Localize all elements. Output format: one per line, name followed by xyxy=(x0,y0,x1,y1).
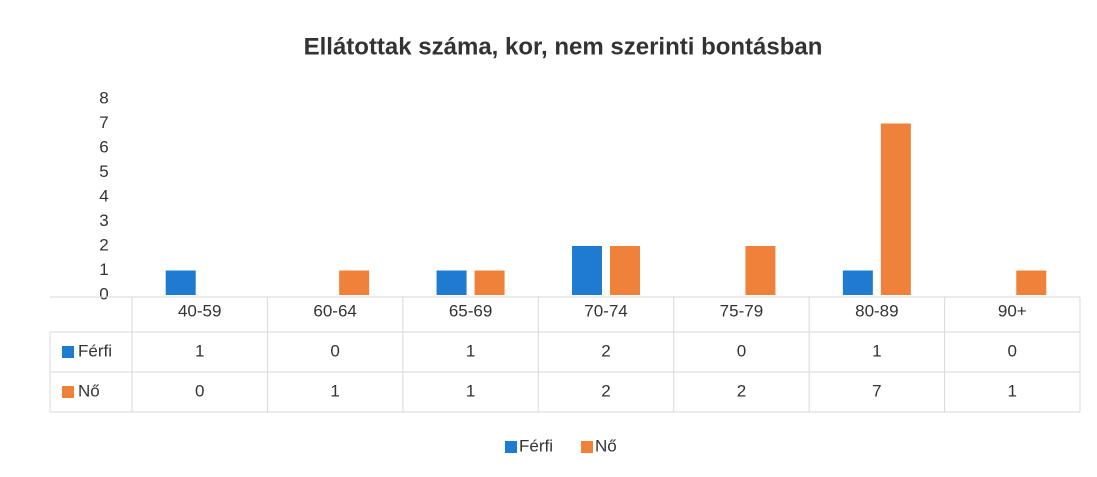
table-value: 1 xyxy=(466,341,475,360)
y-tick-label: 5 xyxy=(99,162,108,181)
y-tick-label: 0 xyxy=(99,284,108,303)
table-value: 2 xyxy=(601,341,610,360)
table-value: 1 xyxy=(330,381,339,400)
table-value: 0 xyxy=(330,341,339,360)
y-tick-label: 3 xyxy=(99,211,108,230)
bar xyxy=(165,270,196,295)
table-value: 1 xyxy=(195,341,204,360)
table-legend-key xyxy=(62,346,74,358)
legend-label: Nő xyxy=(595,436,617,455)
bar xyxy=(880,123,911,295)
y-tick-label: 7 xyxy=(99,113,108,132)
table-value: 0 xyxy=(737,341,746,360)
legend-key xyxy=(581,441,593,453)
table-value: 1 xyxy=(872,341,881,360)
x-tick-label: 60-64 xyxy=(313,301,356,320)
table-value: 0 xyxy=(195,381,204,400)
bar xyxy=(1016,270,1047,295)
legend-label: Férfi xyxy=(519,436,553,455)
bar xyxy=(572,246,602,295)
bar xyxy=(610,246,640,295)
table-row-label: Nő xyxy=(78,381,100,400)
y-tick-label: 4 xyxy=(99,186,108,205)
x-tick-label: 80-89 xyxy=(855,301,898,320)
table-legend-key xyxy=(62,386,74,398)
bar xyxy=(745,246,776,295)
table-value: 0 xyxy=(1008,341,1017,360)
table-value: 1 xyxy=(1008,381,1017,400)
y-tick-label: 8 xyxy=(99,88,108,107)
table-value: 1 xyxy=(466,381,475,400)
x-tick-label: 75-79 xyxy=(720,301,763,320)
table-value: 2 xyxy=(737,381,746,400)
y-tick-label: 2 xyxy=(99,235,108,254)
legend-key xyxy=(505,441,517,453)
x-tick-label: 90+ xyxy=(998,301,1027,320)
table-row-label: Férfi xyxy=(78,341,112,360)
y-tick-label: 6 xyxy=(99,137,108,156)
chart-title: Ellátottak száma, kor, nem szerinti bont… xyxy=(304,33,823,60)
y-tick-label: 1 xyxy=(99,260,108,279)
bar xyxy=(436,270,467,295)
bar xyxy=(339,270,370,295)
bar xyxy=(842,270,873,295)
x-tick-label: 70-74 xyxy=(584,301,627,320)
bar xyxy=(474,270,505,295)
table-value: 2 xyxy=(601,381,610,400)
x-tick-label: 40-59 xyxy=(178,301,221,320)
x-tick-label: 65-69 xyxy=(449,301,492,320)
table-value: 7 xyxy=(872,381,881,400)
